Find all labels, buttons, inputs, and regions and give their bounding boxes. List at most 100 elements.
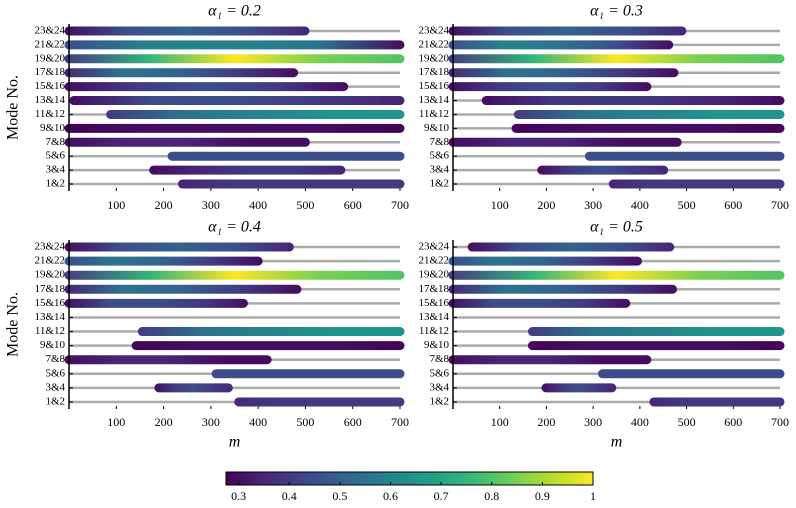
range-bar bbox=[584, 151, 785, 161]
x-tick-label: 100 bbox=[107, 198, 125, 212]
range-bar bbox=[167, 151, 405, 161]
x-tick-label: 600 bbox=[724, 415, 742, 429]
range-bar bbox=[64, 54, 405, 64]
x-tick-label: 700 bbox=[771, 415, 789, 429]
colorbar-tick-label: 1 bbox=[590, 489, 596, 503]
y-tick-label: 23&24 bbox=[34, 241, 65, 253]
y-tick-label: 11&12 bbox=[419, 108, 449, 120]
range-bar bbox=[64, 137, 310, 147]
y-axis-label: Mode No. bbox=[5, 292, 22, 357]
range-bar bbox=[608, 179, 785, 189]
x-tick-label: 600 bbox=[344, 415, 362, 429]
x-tick-label: 200 bbox=[537, 415, 555, 429]
y-tick-label: 17&18 bbox=[418, 283, 449, 295]
y-tick-label: 1&2 bbox=[429, 395, 449, 407]
range-bar bbox=[537, 165, 669, 175]
range-bar bbox=[64, 82, 349, 92]
x-tick-label: 400 bbox=[249, 198, 267, 212]
y-tick-label: 21&22 bbox=[34, 38, 65, 50]
y-tick-label: 9&10 bbox=[40, 339, 66, 351]
x-tick-label: 100 bbox=[107, 415, 125, 429]
y-tick-label: 13&14 bbox=[34, 94, 65, 106]
x-tick-label: 500 bbox=[678, 415, 696, 429]
range-bar bbox=[64, 40, 405, 50]
x-tick-label: 400 bbox=[631, 415, 649, 429]
y-axis-label: Mode No. bbox=[5, 75, 22, 140]
y-tick-label: 23&24 bbox=[418, 24, 449, 36]
range-bar bbox=[64, 68, 299, 78]
colorbar-tick-label: 0.4 bbox=[282, 489, 297, 503]
y-tick-label: 11&12 bbox=[419, 325, 449, 337]
x-tick-label: 500 bbox=[296, 198, 314, 212]
range-bar bbox=[64, 242, 294, 252]
colorbar-tick-label: 0.3 bbox=[231, 489, 246, 503]
range-bar bbox=[64, 270, 405, 280]
x-tick-label: 300 bbox=[202, 415, 220, 429]
y-tick-label: 13&14 bbox=[418, 94, 449, 106]
panel-title: α₁ = 0.3 bbox=[590, 3, 643, 20]
y-tick-label: 21&22 bbox=[418, 255, 449, 267]
x-tick-label: 200 bbox=[155, 198, 173, 212]
range-bar bbox=[211, 369, 405, 379]
y-tick-label: 19&20 bbox=[418, 269, 449, 281]
range-bar bbox=[448, 270, 785, 280]
colorbar-tick-label: 0.8 bbox=[484, 489, 499, 503]
y-tick-label: 21&22 bbox=[418, 38, 449, 50]
range-bar bbox=[527, 341, 785, 351]
x-tick-label: 100 bbox=[491, 415, 509, 429]
y-tick-label: 7&8 bbox=[429, 353, 449, 365]
x-tick-label: 200 bbox=[537, 198, 555, 212]
range-bar bbox=[448, 54, 785, 64]
y-tick-label: 13&14 bbox=[418, 311, 449, 323]
x-tick-label: 500 bbox=[296, 415, 314, 429]
y-tick-label: 19&20 bbox=[34, 269, 65, 281]
colorbar-tick-label: 0.9 bbox=[535, 489, 550, 503]
range-bar bbox=[541, 383, 617, 393]
y-tick-label: 15&16 bbox=[418, 297, 449, 309]
range-bar bbox=[154, 383, 233, 393]
panel-title: α₁ = 0.5 bbox=[590, 219, 643, 236]
range-bar bbox=[69, 96, 405, 106]
y-tick-label: 19&20 bbox=[34, 52, 65, 64]
range-bar bbox=[511, 123, 785, 133]
y-tick-label: 9&10 bbox=[40, 122, 66, 134]
x-axis-label: m bbox=[611, 434, 623, 451]
y-tick-label: 17&18 bbox=[418, 66, 449, 78]
y-tick-label: 21&22 bbox=[34, 255, 65, 267]
range-bar bbox=[448, 355, 652, 365]
y-tick-label: 1&2 bbox=[45, 178, 65, 190]
x-tick-label: 300 bbox=[202, 198, 220, 212]
colorbar-tick-label: 0.7 bbox=[434, 489, 449, 503]
y-tick-label: 5&6 bbox=[429, 150, 449, 162]
x-tick-label: 300 bbox=[584, 415, 602, 429]
y-tick-label: 9&10 bbox=[424, 339, 450, 351]
range-bar bbox=[467, 242, 675, 252]
y-tick-label: 15&16 bbox=[34, 80, 65, 92]
colorbar-tick-label: 0.6 bbox=[383, 489, 398, 503]
x-tick-label: 100 bbox=[491, 198, 509, 212]
y-tick-label: 15&16 bbox=[418, 80, 449, 92]
range-bar bbox=[64, 26, 310, 36]
range-bar bbox=[448, 82, 652, 92]
y-tick-label: 5&6 bbox=[429, 367, 449, 379]
y-tick-label: 17&18 bbox=[34, 283, 65, 295]
x-tick-label: 600 bbox=[724, 198, 742, 212]
range-bar bbox=[448, 26, 687, 36]
range-bar bbox=[448, 137, 682, 147]
panel-title: α₁ = 0.4 bbox=[208, 219, 261, 236]
range-bar bbox=[448, 298, 631, 308]
range-bar bbox=[131, 341, 405, 351]
y-tick-label: 1&2 bbox=[429, 178, 449, 190]
range-bar bbox=[597, 369, 785, 379]
y-tick-label: 17&18 bbox=[34, 66, 65, 78]
y-tick-label: 3&4 bbox=[45, 164, 65, 176]
x-tick-label: 200 bbox=[155, 415, 173, 429]
x-tick-label: 600 bbox=[344, 198, 362, 212]
range-bar bbox=[448, 40, 674, 50]
range-bar bbox=[64, 284, 302, 294]
y-tick-label: 11&12 bbox=[35, 325, 65, 337]
colorbar bbox=[225, 471, 594, 486]
x-tick-label: 700 bbox=[391, 198, 409, 212]
x-tick-label: 400 bbox=[631, 198, 649, 212]
x-tick-label: 300 bbox=[584, 198, 602, 212]
